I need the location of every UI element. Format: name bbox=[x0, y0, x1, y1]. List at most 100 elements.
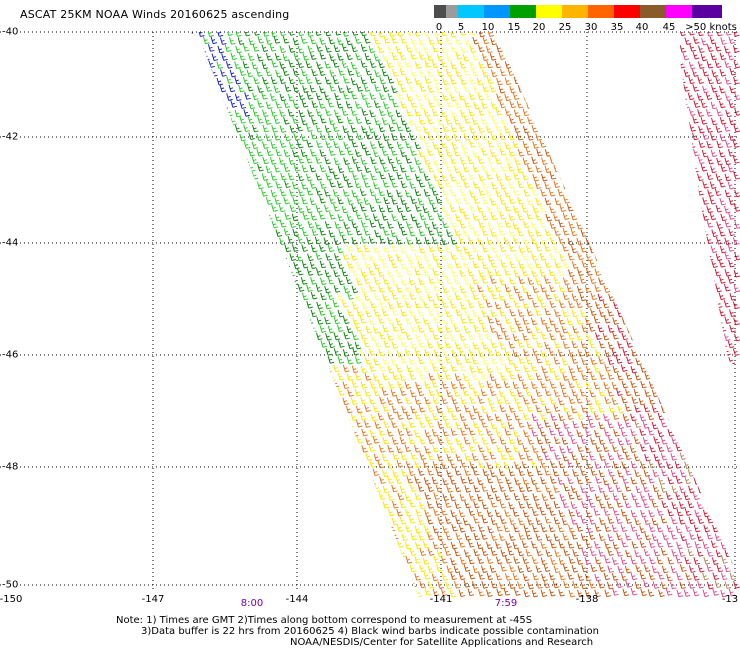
wind-barb bbox=[630, 587, 638, 596]
wind-barb bbox=[667, 476, 674, 485]
wind-barb bbox=[453, 389, 461, 397]
wind-barb bbox=[634, 372, 642, 381]
wind-barb bbox=[391, 517, 399, 526]
wind-barb bbox=[478, 460, 485, 469]
wind-barb bbox=[724, 581, 732, 589]
wind-barb bbox=[193, 292, 201, 301]
grid-lines bbox=[0, 31, 740, 592]
wind-barb bbox=[630, 269, 638, 277]
lat-label: -42 bbox=[2, 131, 20, 143]
wind-barb bbox=[495, 189, 502, 198]
wind-barb bbox=[252, 221, 259, 229]
wind-barb bbox=[539, 269, 547, 277]
wind-barb bbox=[485, 333, 493, 341]
wind-barb bbox=[265, 564, 272, 573]
wind-barb bbox=[567, 332, 575, 340]
wind-barb bbox=[625, 84, 633, 93]
wind-barb bbox=[518, 261, 525, 269]
wind-barb bbox=[387, 92, 395, 101]
wind-barb bbox=[509, 100, 517, 109]
wind-barb bbox=[554, 260, 561, 269]
wind-barb bbox=[234, 493, 241, 502]
wind-barb bbox=[589, 117, 597, 126]
wind-barb bbox=[665, 92, 673, 101]
wind-barb bbox=[676, 572, 683, 581]
wind-barb bbox=[432, 44, 439, 53]
wind-barb bbox=[455, 516, 462, 525]
wind-barb bbox=[540, 589, 548, 597]
wind-barb bbox=[635, 357, 642, 366]
wind-barb bbox=[544, 292, 552, 300]
wind-barb bbox=[698, 45, 705, 54]
wind-barb bbox=[527, 437, 534, 445]
wind-barb bbox=[530, 396, 538, 404]
wind-barb bbox=[410, 196, 417, 204]
wind-barb bbox=[206, 157, 214, 166]
wind-barb bbox=[486, 461, 493, 470]
wind-barb bbox=[391, 500, 399, 509]
wind-barb bbox=[404, 348, 412, 356]
wind-barb bbox=[702, 68, 710, 77]
wind-barb bbox=[684, 196, 691, 204]
wind-barb bbox=[680, 107, 686, 116]
wind-barb bbox=[683, 292, 690, 301]
wind-barb bbox=[697, 109, 704, 117]
wind-barb bbox=[211, 516, 218, 524]
wind-barb bbox=[426, 501, 434, 509]
wind-barb bbox=[490, 485, 498, 493]
wind-barb bbox=[351, 365, 359, 374]
wind-barb bbox=[705, 92, 713, 101]
wind-barb bbox=[427, 420, 435, 428]
wind-barb bbox=[283, 563, 290, 572]
wind-barb bbox=[676, 300, 683, 309]
wind-barb bbox=[445, 437, 453, 445]
wind-barb bbox=[657, 348, 665, 357]
wind-barb bbox=[404, 172, 412, 181]
wind-barb bbox=[226, 32, 233, 36]
wind-barb bbox=[193, 421, 201, 430]
wind-barb bbox=[607, 516, 615, 524]
wind-barb bbox=[593, 541, 601, 549]
wind-barb bbox=[612, 92, 619, 101]
wind-barb bbox=[710, 277, 718, 286]
wind-barb bbox=[680, 189, 688, 198]
wind-barb bbox=[508, 341, 516, 349]
wind-barb bbox=[211, 163, 219, 172]
wind-barb bbox=[494, 413, 502, 422]
wind-barb bbox=[382, 501, 390, 509]
wind-barb bbox=[360, 332, 367, 340]
wind-barb bbox=[198, 236, 206, 244]
wind-barb bbox=[602, 237, 610, 246]
wind-barb bbox=[499, 357, 507, 366]
wind-barb bbox=[701, 276, 709, 285]
wind-barb bbox=[509, 276, 516, 285]
wind-barb bbox=[651, 405, 659, 413]
wind-barb bbox=[292, 548, 299, 557]
wind-barb bbox=[410, 532, 417, 541]
wind-barb bbox=[379, 572, 387, 581]
wind-barb bbox=[563, 277, 570, 286]
wind-barb bbox=[306, 541, 313, 549]
wind-barb bbox=[414, 492, 422, 501]
wind-barb bbox=[509, 308, 517, 317]
wind-barb bbox=[460, 77, 467, 85]
wind-barb bbox=[432, 141, 440, 150]
wind-barb bbox=[598, 549, 605, 557]
wind-barb bbox=[467, 381, 475, 390]
wind-barb bbox=[269, 253, 277, 262]
wind-barb bbox=[504, 428, 512, 436]
wind-barb bbox=[350, 108, 358, 116]
wind-barb bbox=[620, 364, 628, 372]
wind-barb bbox=[435, 260, 443, 268]
wind-barb bbox=[549, 317, 556, 326]
wind-barb bbox=[316, 140, 323, 148]
wind-barb bbox=[379, 76, 386, 85]
wind-barb bbox=[251, 171, 259, 180]
wind-barb bbox=[526, 421, 534, 430]
wind-barb bbox=[369, 556, 377, 565]
wind-barb bbox=[449, 93, 457, 102]
wind-barb bbox=[691, 357, 699, 366]
wind-barb bbox=[553, 516, 561, 525]
wind-barb bbox=[210, 36, 218, 45]
wind-barb bbox=[220, 516, 228, 524]
